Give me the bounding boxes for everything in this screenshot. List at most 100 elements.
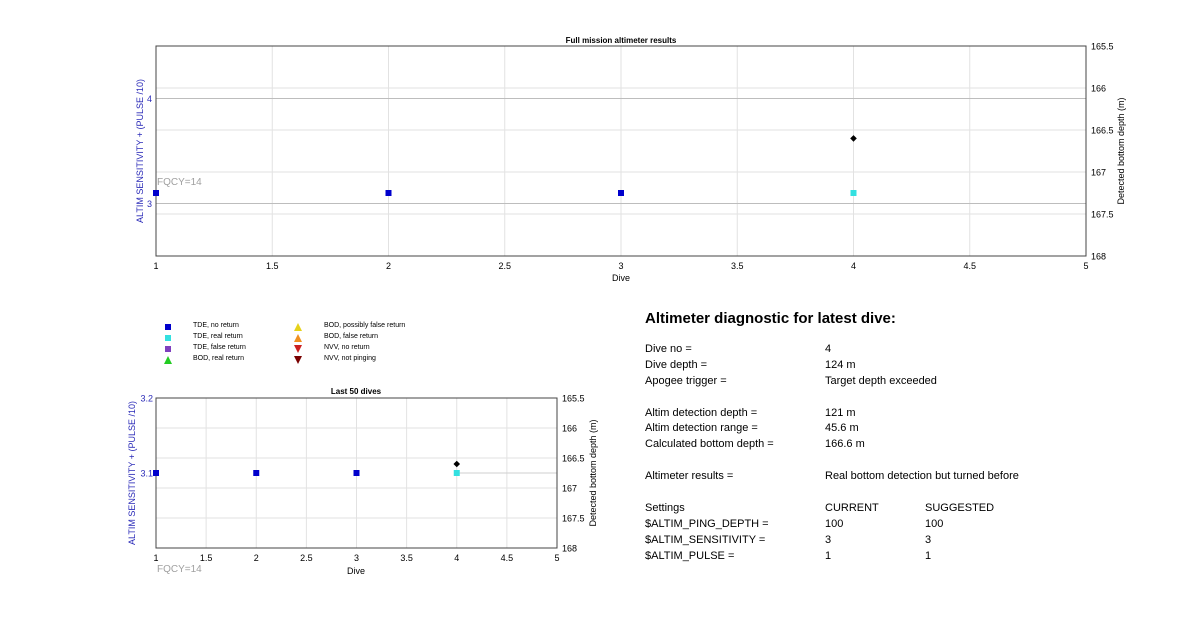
left-y-tick-label: 3 (147, 199, 152, 209)
right-y-tick-label: 166 (562, 424, 577, 434)
x-tick-label: 1 (153, 553, 158, 563)
diag-label: Altimeter results = (645, 470, 734, 482)
x-tick-label: 4 (851, 261, 856, 271)
x-tick-label: 3 (618, 261, 623, 271)
diag-label: Dive depth = (645, 359, 708, 371)
right-y-tick-label: 167.5 (1091, 210, 1114, 220)
legend: TDE, no return TDE, real return TDE, fal… (160, 320, 460, 370)
diagnostic-title: Altimeter diagnostic for latest dive: (645, 310, 896, 327)
x-tick-label: 5 (554, 553, 559, 563)
diag-value: 121 m (825, 407, 856, 419)
data-point-square (850, 190, 857, 196)
legend-marker-nvv-not-pinging (294, 356, 302, 364)
data-point-diamond (453, 460, 461, 468)
diag-value: 4 (825, 343, 832, 355)
x-tick-label: 4.5 (501, 553, 514, 563)
x-tick-label: 4 (454, 553, 459, 563)
diag-row-dive-depth: Dive depth = 124 m (645, 359, 1185, 375)
diag-row-apogee: Apogee trigger = Target depth exceeded (645, 375, 1185, 391)
data-point-square (618, 190, 624, 196)
data-point-square (453, 470, 460, 476)
legend-label-nvv-not-pinging: NVV, not pinging (324, 355, 376, 362)
data-point-square (253, 470, 260, 476)
diag-row-results: Altimeter results = Real bottom detectio… (645, 470, 1185, 486)
right-y-tick-label: 165.5 (562, 394, 585, 404)
altimeter-diagnostic-panel: Altimeter diagnostic for latest dive: Di… (645, 306, 1185, 576)
diag-row-bottom-depth: Calculated bottom depth = 166.6 m (645, 438, 1185, 454)
diag-row-sensitivity: $ALTIM_SENSITIVITY = 3 3 (645, 534, 1185, 550)
diag-value: 45.6 m (825, 422, 859, 434)
diag-header-current: CURRENT (825, 502, 879, 514)
diag-row-detection-depth: Altim detection depth = 121 m (645, 407, 1185, 423)
diag-value: 124 m (825, 359, 856, 371)
x-tick-label: 3.5 (400, 553, 413, 563)
left-y-tick-label: 4 (147, 94, 152, 104)
right-y-tick-label: 167 (1091, 168, 1106, 178)
small-chart-ylabel-right: Detected bottom depth (m) (588, 419, 598, 526)
data-point-diamond (850, 135, 857, 142)
diag-label: Dive no = (645, 343, 692, 355)
legend-label-tde-false-return: TDE, false return (193, 344, 246, 351)
left-y-tick-label: 3.1 (140, 469, 153, 479)
diag-row-settings-header: Settings CURRENT SUGGESTED (645, 502, 1185, 518)
diag-value: 166.6 m (825, 438, 865, 450)
diag-label: Altim detection depth = (645, 407, 758, 419)
diag-value-suggested: 1 (925, 550, 932, 562)
main-chart-fqcy-note: FQCY=14 (157, 177, 202, 188)
small-chart-fqcy-note: FQCY=14 (157, 564, 202, 575)
right-y-tick-label: 167.5 (562, 514, 585, 524)
right-y-tick-label: 166.5 (562, 454, 585, 464)
legend-label-tde-no-return: TDE, no return (193, 322, 239, 329)
right-y-tick-label: 168 (562, 544, 577, 554)
x-tick-label: 2 (386, 261, 391, 271)
legend-marker-tde-false-return (165, 346, 171, 352)
legend-label-tde-real-return: TDE, real return (193, 333, 243, 340)
diag-value: Target depth exceeded (825, 375, 937, 387)
main-chart-ylabel-right: Detected bottom depth (m) (1116, 97, 1126, 204)
x-tick-label: 1.5 (200, 553, 213, 563)
main-chart-xlabel: Dive (612, 273, 630, 283)
diag-header-suggested: SUGGESTED (925, 502, 995, 514)
diag-value-current: 3 (825, 534, 832, 546)
diag-label: $ALTIM_PING_DEPTH = (645, 518, 769, 530)
legend-label-nvv-no-return: NVV, no return (324, 344, 370, 351)
diag-value-current: 1 (825, 550, 832, 562)
legend-marker-tde-real-return (165, 335, 171, 341)
x-tick-label: 4.5 (963, 261, 976, 271)
main-chart-ylabel-left: ALTIM SENSITIVITY + (PULSE /10) (135, 79, 145, 223)
left-y-tick-label: 3.2 (140, 394, 153, 404)
x-tick-label: 1 (153, 261, 158, 271)
diag-label: Calculated bottom depth = (645, 438, 774, 450)
diag-label: Settings (645, 502, 685, 514)
x-tick-label: 5 (1083, 261, 1088, 271)
right-y-tick-label: 166 (1091, 84, 1106, 94)
legend-marker-bod-possibly-false (294, 323, 302, 331)
small-chart-title: Last 50 dives (331, 387, 382, 396)
diag-row-pulse: $ALTIM_PULSE = 1 1 (645, 550, 1185, 566)
diag-value: Real bottom detection but turned before (825, 470, 1019, 482)
diag-row-detection-range: Altim detection range = 45.6 m (645, 422, 1185, 438)
diag-row-ping-depth: $ALTIM_PING_DEPTH = 100 100 (645, 518, 1185, 534)
x-tick-label: 2 (254, 553, 259, 563)
main-altimeter-chart: Full mission altimeter results Dive ALTI… (135, 36, 1126, 283)
x-tick-label: 2.5 (300, 553, 313, 563)
diag-label: $ALTIM_PULSE = (645, 550, 735, 562)
last-50-dives-chart: Last 50 dives Dive ALTIM SENSITIVITY + (… (127, 387, 598, 576)
right-y-tick-label: 166.5 (1091, 126, 1114, 136)
legend-marker-bod-real-return (164, 356, 172, 364)
diag-value-current: 100 (825, 518, 844, 530)
diag-row-dive-no: Dive no = 4 (645, 343, 1185, 359)
data-point-square (385, 190, 392, 196)
small-chart-ylabel-left: ALTIM SENSITIVITY + (PULSE /10) (127, 401, 137, 545)
main-chart-title: Full mission altimeter results (566, 36, 677, 45)
diag-value-suggested: 100 (925, 518, 944, 530)
legend-label-bod-possibly-false: BOD, possibly false return (324, 322, 406, 329)
x-tick-label: 2.5 (498, 261, 511, 271)
right-y-tick-label: 168 (1091, 252, 1106, 262)
data-point-square (353, 470, 360, 476)
legend-label-bod-false-return: BOD, false return (324, 333, 379, 340)
diag-label: Altim detection range = (645, 422, 758, 434)
x-tick-label: 3.5 (731, 261, 744, 271)
diag-value-suggested: 3 (925, 534, 932, 546)
legend-marker-nvv-no-return (294, 345, 302, 353)
